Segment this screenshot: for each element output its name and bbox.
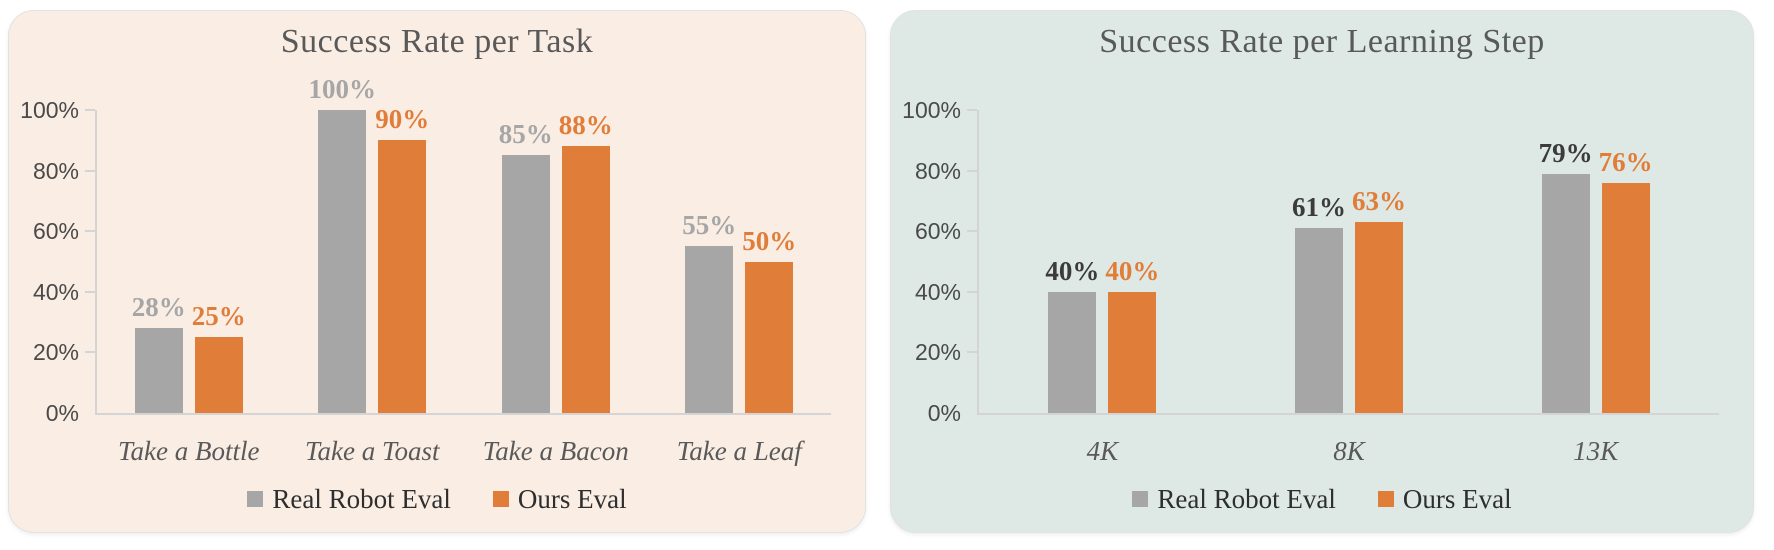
bar-value-label-real-robot-eval-take-a-leaf: 55% [682,210,737,241]
y-tick-mark [85,109,95,111]
category-label-take-a-bottle: Take a Bottle [118,436,260,466]
bar-value-label-ours-eval-take-a-leaf: 50% [742,225,797,256]
bar-value-label-ours-eval-take-a-bottle: 25% [191,301,246,332]
learning-step-chart-panel: Success Rate per Learning Step 100% 80% 60… [890,10,1754,533]
bar-real-robot-eval-4k [1048,291,1097,413]
chart-legend: Real Robot Eval Ours Eval [891,484,1753,514]
y-tick-mark [85,351,95,354]
legend-swatch-ours-eval [492,491,509,507]
bar-real-robot-eval-take-a-bottle [134,328,183,413]
legend-item-ours-eval: Ours Eval [492,484,627,514]
category-label-4k: 4K [1086,436,1119,466]
x-axis-line [979,413,1719,415]
task-chart-panel: Success Rate per Task 100% 80% 60% 40% 20% 0%… [8,10,866,533]
y-tick-mark [967,351,977,354]
bar-real-robot-eval-take-a-bacon [501,155,550,413]
y-tick-mark [85,169,95,172]
legend-swatch-ours-eval [1377,491,1394,507]
bar-value-label-ours-eval-8k: 63% [1352,186,1406,217]
category-label-8k: 8K [1333,436,1365,466]
y-tick-label: 60% [32,218,79,245]
bar-value-label-ours-eval-13k: 76% [1598,146,1653,177]
legend-label-real-robot-eval: Real Robot Eval [272,484,451,514]
bar-ours-eval-take-a-leaf [745,261,794,413]
bar-real-robot-eval-take-a-leaf [685,246,734,413]
y-tick-mark [967,290,977,293]
y-tick-mark [967,109,977,111]
y-tick-label: 40% [914,278,961,305]
bar-value-label-ours-eval-take-a-toast: 90% [375,104,430,135]
chart-legend: Real Robot Eval Ours Eval [9,484,865,514]
x-axis-line [97,413,831,415]
legend-item-real-robot-eval: Real Robot Eval [1132,484,1336,514]
y-tick-mark [85,290,95,293]
y-axis-line [977,110,979,415]
y-tick-label: 40% [32,278,79,305]
chart-title-learning-step: Success Rate per Learning Step [1099,23,1545,60]
bar-ours-eval-take-a-bacon [561,146,610,413]
legend-swatch-real-robot-eval [1132,491,1149,507]
bar-ours-eval-take-a-bottle [194,337,243,413]
category-label-take-a-bacon: Take a Bacon [482,436,629,466]
bar-value-label-ours-eval-4k: 40% [1105,255,1160,286]
bar-real-robot-eval-13k [1541,173,1590,413]
y-axis-line [95,110,97,415]
legend-label-real-robot-eval: Real Robot Eval [1157,484,1336,514]
y-tick-label: 60% [914,218,961,245]
chart-title-task: Success Rate per Task [280,23,594,60]
bar-real-robot-eval-8k [1295,228,1343,413]
legend-label-ours-eval: Ours Eval [1402,484,1512,514]
bar-value-label-real-robot-eval-4k: 40% [1045,255,1100,286]
bar-ours-eval-take-a-toast [378,140,427,413]
y-tick-label: 0% [45,400,79,426]
category-label-take-a-toast: Take a Toast [304,436,440,466]
learning-step-chart: 100% 80% 60% 40% 20% 0% 40% 40% 4K 61% 63% 8K 79% 76%… [891,11,1753,532]
bar-value-label-real-robot-eval-13k: 79% [1538,137,1593,168]
bar-ours-eval-8k [1355,222,1403,413]
bar-ours-eval-13k [1601,182,1650,413]
bar-value-label-real-robot-eval-take-a-bacon: 85% [498,119,553,150]
y-tick-label: 0% [927,400,961,426]
y-tick-label: 20% [32,339,79,366]
legend-item-real-robot-eval: Real Robot Eval [247,484,451,514]
category-label-13k: 13K [1573,436,1619,466]
legend-swatch-real-robot-eval [247,491,264,507]
y-tick-mark [967,230,977,233]
y-tick-label: 20% [914,339,961,366]
y-tick-label: 80% [32,157,79,184]
y-tick-mark [85,230,95,233]
y-tick-mark [967,169,977,172]
bar-ours-eval-4k [1108,291,1157,413]
y-tick-label: 100% [20,97,79,123]
bar-real-robot-eval-take-a-toast [318,110,367,413]
legend-label-ours-eval: Ours Eval [517,484,627,514]
bar-value-label-ours-eval-take-a-bacon: 88% [558,110,613,141]
bar-value-label-real-robot-eval-take-a-bottle: 28% [131,292,186,323]
category-label-take-a-leaf: Take a Leaf [676,436,802,466]
bar-value-label-real-robot-eval-take-a-toast: 100% [308,74,377,104]
bar-value-label-real-robot-eval-8k: 61% [1292,192,1346,223]
legend-item-ours-eval: Ours Eval [1377,484,1512,514]
task-chart: 100% 80% 60% 40% 20% 0% 28% 25% Take a Bottle 100… [9,11,865,532]
y-tick-label: 100% [902,97,961,123]
y-tick-label: 80% [914,157,961,184]
